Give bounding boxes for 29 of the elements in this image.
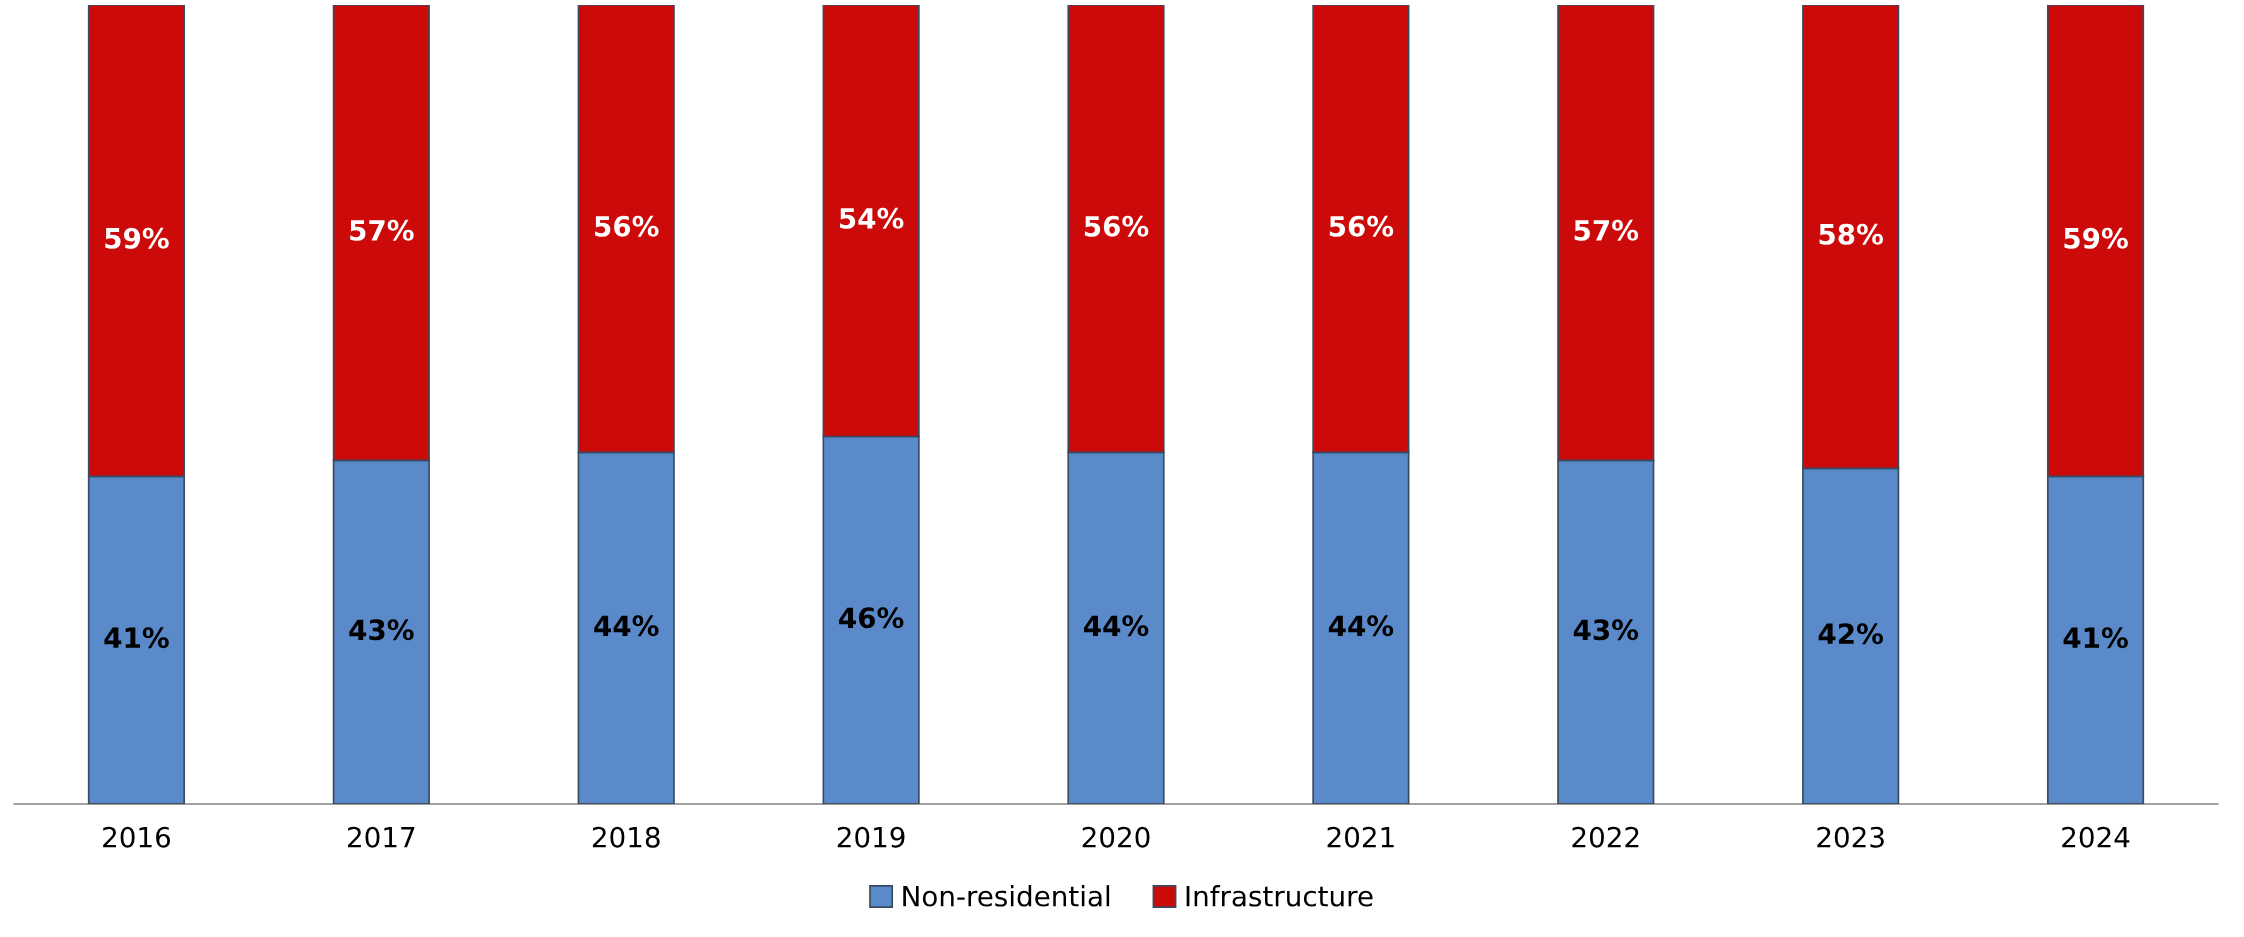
- data-label: 56%: [595, 215, 659, 237]
- x-tick-label: 2022: [1572, 826, 1639, 848]
- data-label: 41%: [2063, 627, 2128, 649]
- x-tick-label: 2016: [103, 826, 171, 848]
- data-label: 57%: [1574, 219, 1639, 241]
- data-label: 46%: [839, 607, 904, 629]
- data-label: 59%: [105, 227, 169, 249]
- data-label: 56%: [1084, 215, 1149, 237]
- x-tick-label: 2019: [837, 826, 905, 848]
- x-tick-label: 2021: [1327, 826, 1394, 848]
- data-label: 54%: [840, 207, 904, 229]
- x-tick-label: 2017: [348, 826, 415, 848]
- x-tick-label: 2024: [2062, 826, 2130, 848]
- data-label: 44%: [594, 615, 659, 637]
- data-label: 58%: [1819, 223, 1884, 245]
- data-label: 44%: [1084, 615, 1149, 637]
- data-label: 43%: [1573, 619, 1639, 641]
- data-label: 42%: [1818, 623, 1884, 645]
- x-tick-label: 2023: [1817, 826, 1884, 848]
- x-tick-label: 2018: [592, 826, 660, 848]
- x-tick-label: 2020: [1082, 826, 1150, 848]
- data-label: 59%: [2064, 227, 2128, 249]
- data-label: 56%: [1329, 215, 1394, 237]
- legend-label: Infrastructure: [1186, 885, 1373, 907]
- data-label: 44%: [1328, 615, 1394, 637]
- legend-label: Non-residential: [903, 885, 1110, 907]
- data-label: 41%: [104, 627, 169, 649]
- data-label: 57%: [350, 219, 414, 241]
- data-label: 43%: [349, 619, 414, 641]
